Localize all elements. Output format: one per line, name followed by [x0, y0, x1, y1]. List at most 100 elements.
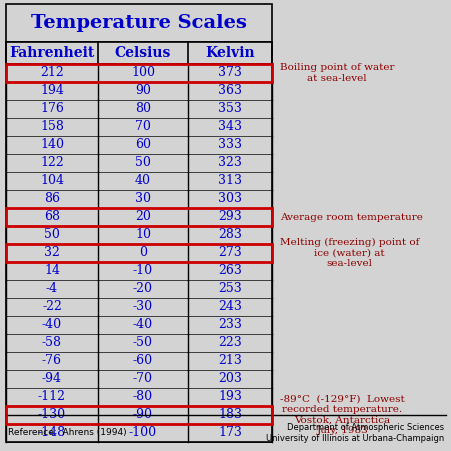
Bar	[6, 244, 272, 262]
Text: 20: 20	[135, 211, 151, 224]
Text: -50: -50	[133, 336, 152, 350]
Text: -22: -22	[42, 300, 62, 313]
Text: 193: 193	[217, 391, 241, 404]
Text: 194: 194	[40, 84, 64, 97]
Text: -40: -40	[42, 318, 62, 331]
Text: -90: -90	[133, 409, 152, 422]
Bar	[6, 64, 272, 82]
Text: 323: 323	[217, 156, 241, 170]
Text: Temperature Scales: Temperature Scales	[31, 14, 246, 32]
Text: -89°C  (-129°F)  Lowest
recorded temperature.
Vostok, Antarctica
July, 1983: -89°C (-129°F) Lowest recorded temperatu…	[279, 395, 404, 435]
Text: 68: 68	[44, 211, 60, 224]
Bar	[6, 118, 272, 136]
Text: 303: 303	[217, 193, 241, 206]
Text: Celsius: Celsius	[115, 46, 171, 60]
Text: Average room temperature: Average room temperature	[279, 212, 422, 221]
Text: Kelvin: Kelvin	[205, 46, 254, 60]
Bar	[6, 226, 272, 244]
Text: 283: 283	[217, 229, 241, 241]
Text: 30: 30	[135, 193, 151, 206]
Text: 10: 10	[135, 229, 151, 241]
Text: 203: 203	[217, 373, 241, 386]
Bar	[6, 334, 272, 352]
Bar	[6, 208, 272, 226]
Text: -30: -30	[133, 300, 153, 313]
Text: 313: 313	[217, 175, 241, 188]
Text: -148: -148	[38, 427, 66, 440]
Bar	[6, 424, 272, 442]
Text: 373: 373	[217, 66, 241, 79]
Text: 50: 50	[135, 156, 151, 170]
Bar	[6, 136, 272, 154]
Bar	[6, 4, 272, 42]
Bar	[6, 370, 272, 388]
Bar	[6, 64, 272, 442]
Bar	[6, 388, 272, 406]
Bar	[6, 262, 272, 280]
Text: -4: -4	[46, 282, 58, 295]
Text: Reference:  Ahrens (1994): Reference: Ahrens (1994)	[8, 428, 126, 437]
Text: -80: -80	[133, 391, 153, 404]
Text: Boiling point of water
at sea-level: Boiling point of water at sea-level	[279, 63, 394, 83]
Text: 100: 100	[131, 66, 155, 79]
Text: 104: 104	[40, 175, 64, 188]
Text: 50: 50	[44, 229, 60, 241]
Text: 122: 122	[40, 156, 64, 170]
Text: 343: 343	[217, 120, 241, 133]
Text: 253: 253	[218, 282, 241, 295]
Text: 140: 140	[40, 138, 64, 152]
Bar	[6, 42, 272, 64]
Bar	[6, 406, 272, 424]
Text: -76: -76	[42, 354, 62, 368]
Text: -94: -94	[42, 373, 62, 386]
Text: 263: 263	[217, 264, 241, 277]
Bar	[6, 244, 272, 262]
Text: 243: 243	[217, 300, 241, 313]
Bar	[6, 208, 272, 226]
Text: 70: 70	[135, 120, 151, 133]
Text: 333: 333	[217, 138, 241, 152]
Text: -40: -40	[133, 318, 153, 331]
Text: 213: 213	[217, 354, 241, 368]
Text: 183: 183	[217, 409, 241, 422]
Text: 173: 173	[217, 427, 241, 440]
Text: 60: 60	[135, 138, 151, 152]
Text: -70: -70	[133, 373, 152, 386]
Bar	[6, 190, 272, 208]
Text: 223: 223	[218, 336, 241, 350]
Text: 90: 90	[135, 84, 151, 97]
Text: 86: 86	[44, 193, 60, 206]
Bar	[6, 100, 272, 118]
Text: Department of Atmospheric Sciences
University of Illinois at Urbana-Champaign: Department of Atmospheric Sciences Unive…	[265, 423, 443, 443]
Text: -100: -100	[129, 427, 156, 440]
Text: 176: 176	[40, 102, 64, 115]
Bar	[6, 406, 272, 424]
Text: -130: -130	[38, 409, 66, 422]
Text: 233: 233	[217, 318, 241, 331]
Text: -10: -10	[133, 264, 153, 277]
Text: 212: 212	[40, 66, 64, 79]
Text: -20: -20	[133, 282, 152, 295]
Text: -60: -60	[133, 354, 153, 368]
Text: -112: -112	[38, 391, 66, 404]
Text: -58: -58	[42, 336, 62, 350]
Bar	[6, 82, 272, 100]
Text: 40: 40	[135, 175, 151, 188]
Bar	[6, 352, 272, 370]
Text: 293: 293	[218, 211, 241, 224]
Bar	[6, 172, 272, 190]
Bar	[6, 316, 272, 334]
Bar	[6, 154, 272, 172]
Text: 0: 0	[139, 247, 147, 259]
Text: 273: 273	[218, 247, 241, 259]
Bar	[6, 280, 272, 298]
Bar	[6, 298, 272, 316]
Text: 353: 353	[217, 102, 241, 115]
Text: 363: 363	[217, 84, 241, 97]
Bar	[6, 64, 272, 82]
Text: Melting (freezing) point of
ice (water) at
sea-level: Melting (freezing) point of ice (water) …	[279, 238, 419, 268]
Text: 32: 32	[44, 247, 60, 259]
Text: Fahrenheit: Fahrenheit	[9, 46, 94, 60]
Text: 80: 80	[135, 102, 151, 115]
Text: 158: 158	[40, 120, 64, 133]
